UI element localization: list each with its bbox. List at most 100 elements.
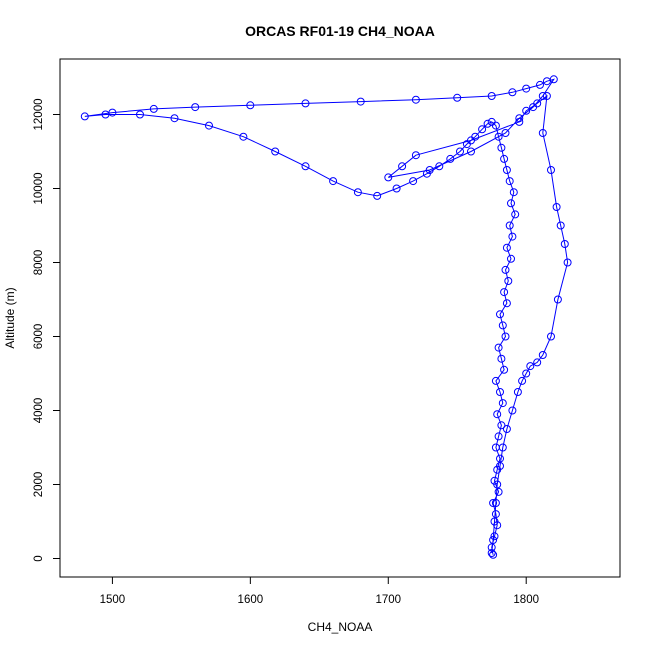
y-tick-label: 12000 xyxy=(33,99,45,131)
data-point xyxy=(487,117,496,126)
data-point xyxy=(522,369,531,378)
data-point xyxy=(411,151,420,160)
data-point xyxy=(502,299,511,308)
data-point xyxy=(538,351,547,359)
data-point xyxy=(494,343,503,352)
data-point xyxy=(498,399,507,408)
data-point xyxy=(552,203,561,211)
data-point xyxy=(191,103,200,112)
data-point xyxy=(511,210,520,219)
data-point xyxy=(513,388,522,396)
data-point xyxy=(547,332,555,341)
data-point xyxy=(80,112,89,121)
data-point xyxy=(538,129,547,137)
data-point xyxy=(239,132,248,141)
x-tick-label: 1500 xyxy=(100,594,126,606)
data-point xyxy=(478,125,487,134)
x-tick-label: 1600 xyxy=(238,594,264,606)
data-point xyxy=(108,108,117,117)
data-point xyxy=(497,143,506,152)
data-point xyxy=(301,162,310,171)
data-point xyxy=(509,188,518,197)
data-point xyxy=(392,184,401,193)
y-tick-label: 4000 xyxy=(33,398,45,424)
data-point xyxy=(497,354,506,363)
data-point xyxy=(353,188,362,197)
data-point xyxy=(533,358,542,367)
data-point xyxy=(500,154,509,163)
data-point xyxy=(498,321,507,330)
x-tick-label: 1800 xyxy=(513,594,539,606)
x-tick-label: 1700 xyxy=(375,594,401,606)
data-point xyxy=(538,92,547,100)
data-point xyxy=(518,376,527,385)
data-point xyxy=(500,365,509,374)
data-point xyxy=(504,277,513,285)
series-line xyxy=(84,78,569,555)
plot-frame xyxy=(59,58,621,578)
data-point xyxy=(170,114,179,123)
data-point xyxy=(149,104,158,113)
data-point xyxy=(505,177,514,186)
y-axis-label: Altitude (m) xyxy=(3,287,17,348)
data-point xyxy=(501,332,510,341)
data-point xyxy=(487,92,496,100)
data-point xyxy=(547,166,555,174)
data-point xyxy=(329,177,338,186)
data-point xyxy=(563,258,572,267)
y-tick-label: 0 xyxy=(33,555,45,561)
data-point xyxy=(556,221,565,230)
data-point xyxy=(501,129,510,137)
data-point xyxy=(497,421,506,430)
data-point xyxy=(533,99,542,108)
data-point xyxy=(560,240,569,248)
data-point xyxy=(467,136,475,145)
data-point xyxy=(496,310,504,319)
data-point xyxy=(500,288,509,297)
data-point xyxy=(507,199,515,208)
data-point xyxy=(491,510,500,519)
data-point xyxy=(522,106,531,115)
data-point xyxy=(493,410,502,419)
data-point xyxy=(490,517,499,526)
data-point xyxy=(398,162,407,171)
data-point xyxy=(356,97,365,106)
data-point xyxy=(493,480,502,489)
data-point xyxy=(494,487,503,496)
data-point xyxy=(508,406,517,415)
data-point xyxy=(487,543,496,552)
data-point xyxy=(453,93,462,102)
data-point xyxy=(502,243,511,252)
data-point xyxy=(301,99,310,108)
data-point xyxy=(425,166,434,174)
data-point xyxy=(373,191,382,200)
data-point xyxy=(505,221,514,230)
data-point xyxy=(489,536,498,544)
data-point xyxy=(491,499,500,507)
data-point xyxy=(491,376,500,385)
data-point xyxy=(498,443,507,452)
data-point xyxy=(489,499,498,507)
data-point xyxy=(483,119,492,128)
y-tick-label: 10000 xyxy=(33,173,45,205)
data-point xyxy=(494,432,503,441)
y-tick-label: 2000 xyxy=(33,472,45,498)
data-point xyxy=(246,101,255,110)
data-point xyxy=(507,254,515,263)
data-point xyxy=(409,177,418,186)
data-point xyxy=(542,92,551,100)
data-point xyxy=(494,132,503,141)
data-point xyxy=(536,80,544,89)
data-point xyxy=(435,162,444,171)
data-point xyxy=(411,95,420,104)
data-point xyxy=(489,550,498,559)
data-point xyxy=(490,532,499,541)
data-point xyxy=(502,425,511,433)
data-point xyxy=(508,232,517,241)
data-point xyxy=(515,114,524,123)
chart-title: ORCAS RF01-19 CH4_NOAA xyxy=(245,23,435,39)
data-point xyxy=(271,147,280,156)
data-point xyxy=(502,166,511,174)
data-point xyxy=(501,265,510,274)
